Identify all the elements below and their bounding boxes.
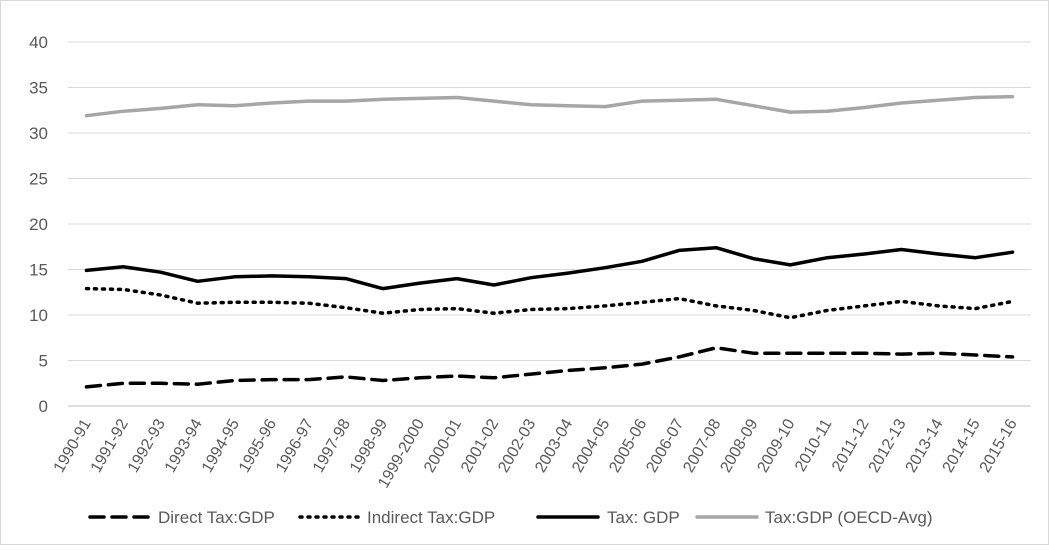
y-tick-label: 40 bbox=[29, 33, 48, 52]
y-tick-label: 25 bbox=[29, 170, 48, 189]
y-tick-label: 0 bbox=[39, 397, 48, 416]
series-line-2 bbox=[84, 245, 1015, 291]
legend: Direct Tax:GDP Indirect Tax:GDP Tax: GDP Ta… bbox=[88, 508, 933, 527]
y-tick-label: 20 bbox=[29, 215, 48, 234]
y-tick-label: 5 bbox=[39, 352, 48, 371]
series-line-0 bbox=[84, 346, 1015, 389]
y-tick-label: 30 bbox=[29, 124, 48, 143]
y-tick-label: 10 bbox=[29, 306, 48, 325]
plot-lines bbox=[84, 94, 1015, 389]
x-axis: 1990-911991-921992-931993-941994-951995-… bbox=[51, 416, 1021, 491]
gridlines bbox=[68, 41, 1031, 407]
y-axis: 0 5 10 15 20 25 30 35 40 bbox=[29, 33, 48, 416]
legend-label: Direct Tax:GDP bbox=[158, 508, 275, 527]
legend-label: Tax: GDP bbox=[607, 508, 680, 527]
series-line-1 bbox=[84, 286, 1015, 320]
series-line-3 bbox=[84, 94, 1015, 118]
y-tick-label: 35 bbox=[29, 79, 48, 98]
legend-label: Indirect Tax:GDP bbox=[367, 508, 495, 527]
y-tick-label: 15 bbox=[29, 261, 48, 280]
legend-label: Tax:GDP (OECD-Avg) bbox=[765, 508, 933, 527]
